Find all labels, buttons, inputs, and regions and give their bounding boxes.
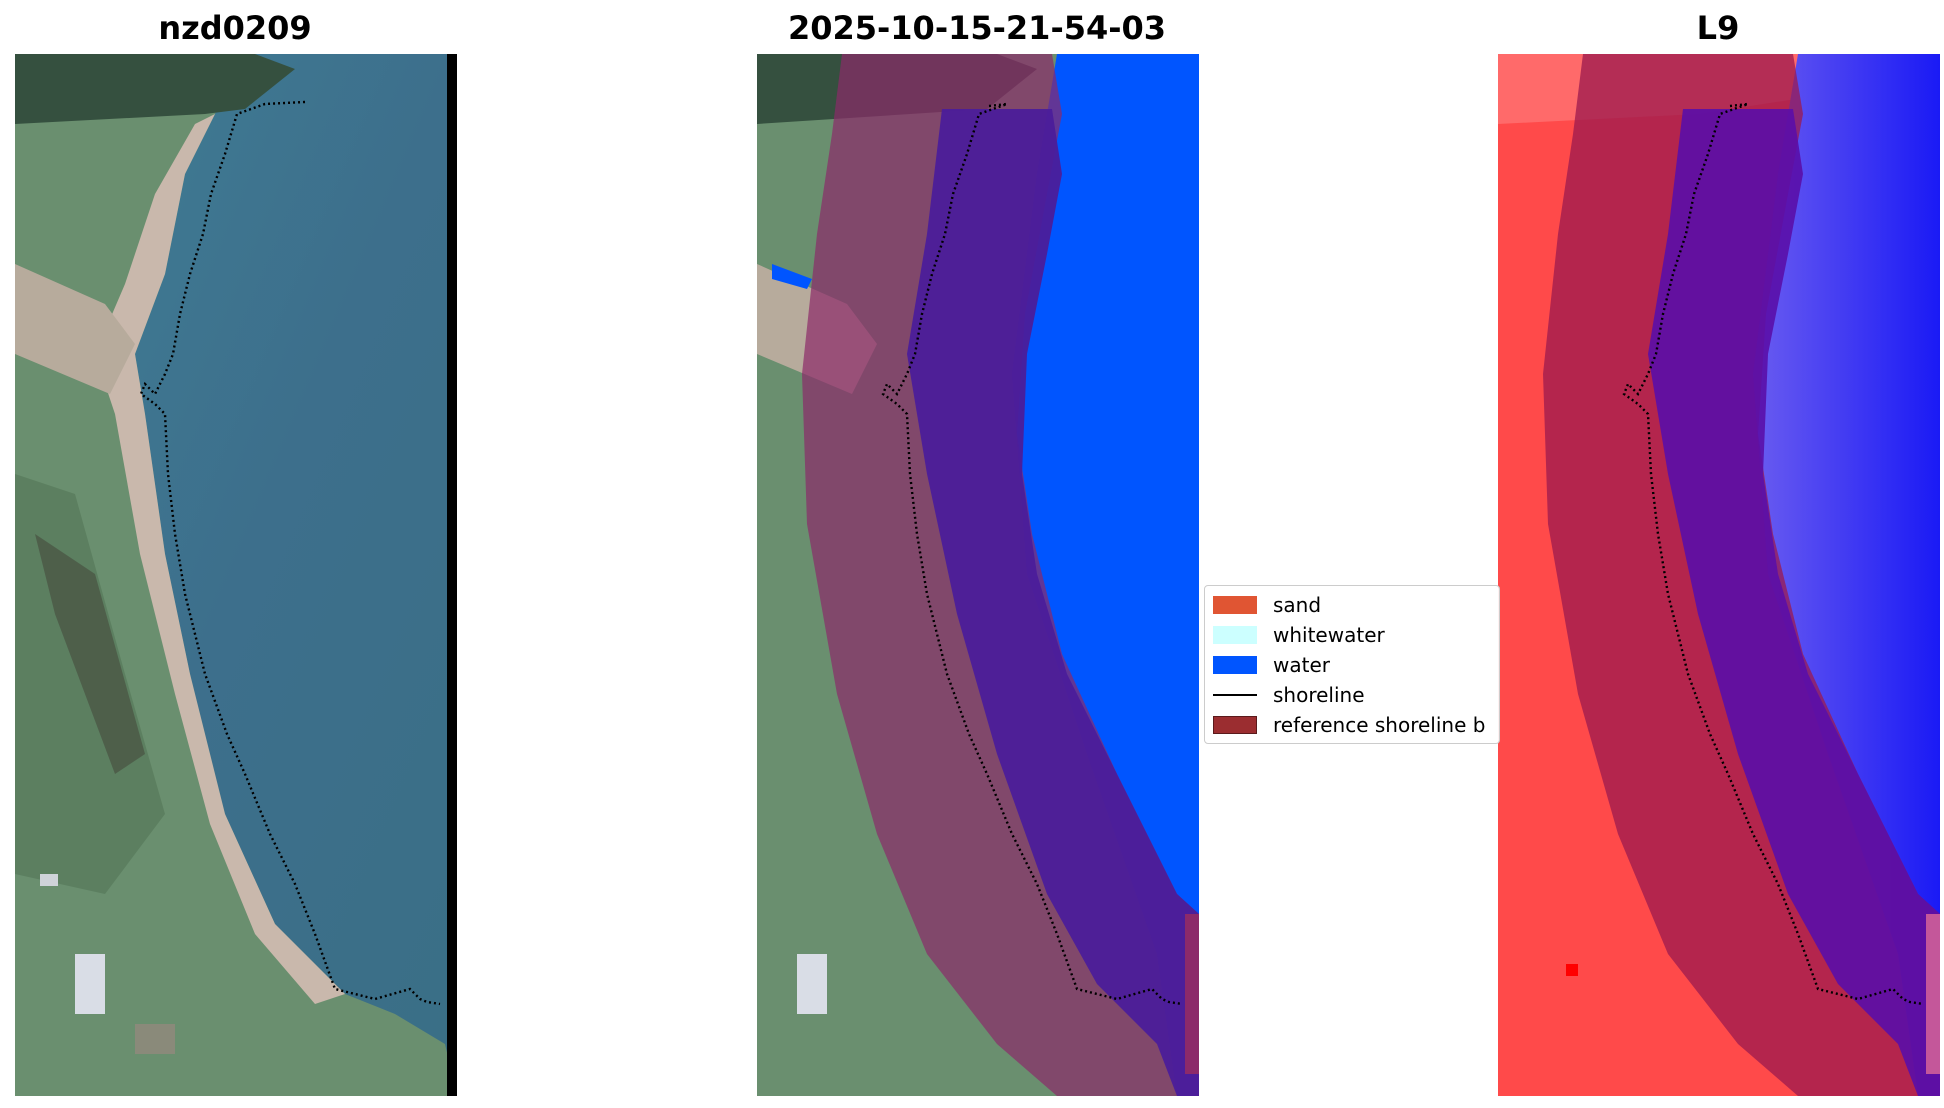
- l9-image: [1498, 54, 1940, 1096]
- legend-label-whitewater: whitewater: [1273, 623, 1385, 647]
- panel-title-site: nzd0209: [158, 9, 312, 47]
- legend-label-water: water: [1273, 653, 1330, 677]
- legend-item-sand: sand: [1213, 592, 1321, 618]
- legend-item-reference-buffer: reference shoreline b: [1213, 712, 1485, 738]
- legend-label-shoreline: shoreline: [1273, 683, 1365, 707]
- class-legend: sand whitewater water shoreline referenc…: [1204, 585, 1500, 744]
- panel-title-date: 2025-10-15-21-54-03: [787, 9, 1167, 47]
- classified-image-panel: [757, 54, 1199, 1096]
- panel-title-satellite: L9: [1696, 9, 1740, 47]
- legend-label-sand: sand: [1273, 593, 1322, 617]
- shoreline-trace: [1622, 102, 1924, 1006]
- shoreline-trace: [139, 100, 441, 1006]
- reference-buffer-swatch: [1213, 716, 1257, 734]
- legend-label-reference-buffer: reference shoreline b: [1273, 713, 1486, 737]
- legend-item-water: water: [1213, 652, 1330, 678]
- shoreline-swatch: [1213, 694, 1257, 696]
- classified-image: [757, 54, 1199, 1096]
- water-swatch: [1213, 656, 1257, 674]
- whitewater-swatch: [1213, 626, 1257, 644]
- rgb-image: [15, 54, 457, 1096]
- sand-swatch: [1213, 596, 1257, 614]
- legend-item-whitewater: whitewater: [1213, 622, 1385, 648]
- l9-image-panel: [1498, 54, 1940, 1096]
- rgb-image-panel: [15, 54, 457, 1096]
- legend-item-shoreline: shoreline: [1213, 682, 1365, 708]
- shoreline-trace: [881, 102, 1183, 1006]
